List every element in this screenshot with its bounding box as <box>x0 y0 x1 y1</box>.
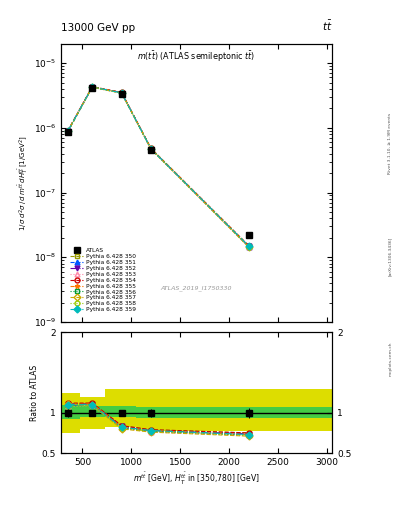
Line: Pythia 6.428 352: Pythia 6.428 352 <box>65 84 251 249</box>
Pythia 6.428 350 <box>65 129 70 135</box>
Pythia 6.428 351 <box>65 129 70 135</box>
Pythia 6.428 353 <box>149 146 153 153</box>
Pythia 6.428 351 <box>90 84 95 90</box>
Pythia 6.428 354 <box>119 89 124 95</box>
Pythia 6.428 351 <box>246 244 251 250</box>
Pythia 6.428 352 <box>65 128 70 134</box>
Line: Pythia 6.428 359: Pythia 6.428 359 <box>65 84 251 249</box>
Pythia 6.428 359 <box>149 146 153 152</box>
Line: Pythia 6.428 357: Pythia 6.428 357 <box>65 85 251 250</box>
Pythia 6.428 353 <box>246 244 251 250</box>
Pythia 6.428 355 <box>119 90 124 96</box>
Pythia 6.428 354 <box>149 145 153 152</box>
Line: Pythia 6.428 351: Pythia 6.428 351 <box>65 84 251 249</box>
Pythia 6.428 350 <box>90 83 95 90</box>
Line: Pythia 6.428 350: Pythia 6.428 350 <box>65 84 251 248</box>
Pythia 6.428 357 <box>90 84 95 90</box>
Pythia 6.428 350 <box>149 145 153 152</box>
Pythia 6.428 355 <box>90 83 95 90</box>
Line: Pythia 6.428 354: Pythia 6.428 354 <box>65 84 251 248</box>
Pythia 6.428 350 <box>246 243 251 249</box>
Text: ATLAS_2019_I1750330: ATLAS_2019_I1750330 <box>161 286 232 291</box>
Pythia 6.428 357 <box>246 244 251 250</box>
Pythia 6.428 351 <box>149 146 153 152</box>
Text: Rivet 3.1.10, ≥ 1.9M events: Rivet 3.1.10, ≥ 1.9M events <box>388 113 392 174</box>
Text: $t\bar{t}$: $t\bar{t}$ <box>321 19 332 33</box>
Pythia 6.428 357 <box>149 146 153 152</box>
Pythia 6.428 359 <box>90 84 95 90</box>
Pythia 6.428 352 <box>149 145 153 152</box>
Pythia 6.428 357 <box>65 128 70 134</box>
Pythia 6.428 359 <box>246 243 251 249</box>
Pythia 6.428 358 <box>246 244 251 250</box>
Pythia 6.428 355 <box>246 244 251 250</box>
Pythia 6.428 353 <box>119 90 124 96</box>
Pythia 6.428 356 <box>119 90 124 96</box>
Text: mcplots.cern.ch: mcplots.cern.ch <box>388 341 392 376</box>
Pythia 6.428 354 <box>65 127 70 134</box>
Pythia 6.428 353 <box>65 129 70 135</box>
Line: Pythia 6.428 355: Pythia 6.428 355 <box>65 84 251 249</box>
Pythia 6.428 357 <box>119 90 124 96</box>
Pythia 6.428 358 <box>119 90 124 96</box>
Pythia 6.428 354 <box>246 243 251 249</box>
Pythia 6.428 356 <box>65 129 70 135</box>
Y-axis label: Ratio to ATLAS: Ratio to ATLAS <box>30 365 39 421</box>
Pythia 6.428 351 <box>119 90 124 96</box>
Pythia 6.428 350 <box>119 90 124 96</box>
Text: [arXiv:1306.3436]: [arXiv:1306.3436] <box>388 237 392 275</box>
Pythia 6.428 352 <box>119 90 124 96</box>
Pythia 6.428 359 <box>119 90 124 96</box>
Line: Pythia 6.428 358: Pythia 6.428 358 <box>65 85 251 249</box>
Text: $m(t\bar{t})$ (ATLAS semileptonic $t\bar{t}$): $m(t\bar{t})$ (ATLAS semileptonic $t\bar… <box>138 49 255 64</box>
X-axis label: $m^{t\bar{t}}$ [GeV], $H_T^{t\bar{t}}$ in [350,780] [GeV]: $m^{t\bar{t}}$ [GeV], $H_T^{t\bar{t}}$ i… <box>133 471 260 487</box>
Line: Pythia 6.428 356: Pythia 6.428 356 <box>65 84 251 249</box>
Pythia 6.428 355 <box>149 145 153 152</box>
Pythia 6.428 354 <box>90 83 95 90</box>
Pythia 6.428 359 <box>65 129 70 135</box>
Pythia 6.428 352 <box>90 84 95 90</box>
Pythia 6.428 356 <box>90 84 95 90</box>
Pythia 6.428 353 <box>90 84 95 91</box>
Y-axis label: $1/\,\sigma\,d^2\sigma\,/\,d\,m^{t\bar{t}}\,dH_T^{t\bar{t}}\,[1/\mathrm{GeV}^2]$: $1/\,\sigma\,d^2\sigma\,/\,d\,m^{t\bar{t… <box>17 135 31 230</box>
Pythia 6.428 356 <box>149 146 153 152</box>
Pythia 6.428 358 <box>149 146 153 152</box>
Pythia 6.428 358 <box>65 129 70 135</box>
Line: Pythia 6.428 353: Pythia 6.428 353 <box>65 85 251 250</box>
Pythia 6.428 356 <box>246 243 251 249</box>
Pythia 6.428 355 <box>65 129 70 135</box>
Pythia 6.428 352 <box>246 243 251 249</box>
Text: 13000 GeV pp: 13000 GeV pp <box>61 23 135 33</box>
Pythia 6.428 358 <box>90 84 95 90</box>
Legend: ATLAS, Pythia 6.428 350, Pythia 6.428 351, Pythia 6.428 352, Pythia 6.428 353, P: ATLAS, Pythia 6.428 350, Pythia 6.428 35… <box>69 247 137 313</box>
